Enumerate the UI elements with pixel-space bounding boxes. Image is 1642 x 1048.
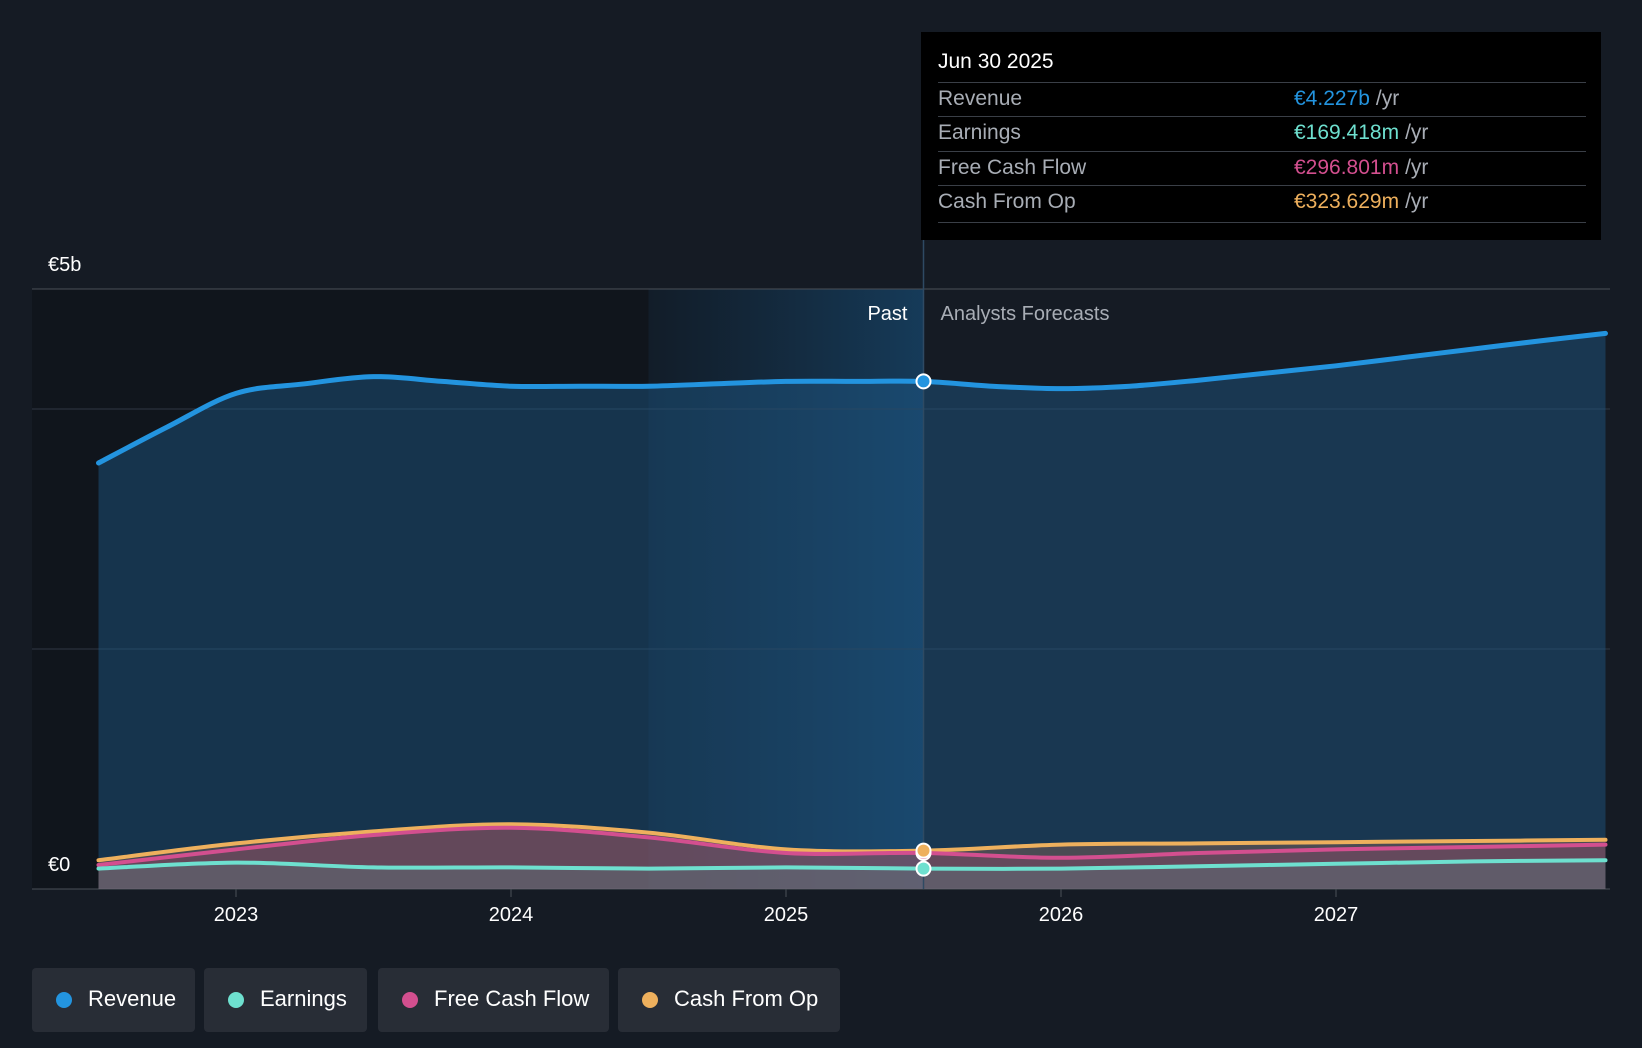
tooltip-divider (938, 222, 1586, 223)
tooltip-value: €296.801m (1294, 156, 1400, 179)
revenue-line (96, 330, 1608, 466)
x-tick-label: 2023 (214, 904, 259, 926)
tooltip-value-container: €169.418m/yr (1294, 121, 1428, 145)
gridlines (32, 288, 1610, 890)
tooltip-label: Earnings (938, 121, 1021, 144)
tooltip-label: Cash From Op (938, 190, 1076, 213)
legend-item-cash-from-op[interactable]: Cash From Op (618, 968, 840, 1032)
tooltip-value-container: €323.629m/yr (1294, 190, 1428, 214)
legend-label: Revenue (88, 986, 177, 1011)
tooltip-unit: /yr (1405, 156, 1429, 179)
revenue-area (98, 333, 1606, 889)
tooltip-row-earnings: Earnings €169.418m/yr (938, 116, 1586, 151)
legend-label: Cash From Op (674, 986, 819, 1011)
tooltip-label: Free Cash Flow (938, 156, 1087, 179)
tooltip-value: €4.227b (1294, 87, 1370, 110)
y-axis-top-label: €5b (48, 254, 81, 276)
series-areas (98, 333, 1606, 889)
legend-dot (402, 992, 418, 1008)
tooltip-row-free-cash-flow: Free Cash Flow €296.801m/yr (938, 151, 1586, 186)
free-cash-flow-area (98, 827, 1606, 889)
x-tick-label: 2025 (764, 904, 809, 926)
past-highlight-region (648, 289, 924, 889)
free-cash-flow-line (96, 825, 1608, 867)
tooltip-value-container: €296.801m/yr (1294, 156, 1428, 180)
cash-from-op-area (98, 824, 1606, 889)
tooltip-row-cash-from-op: Cash From Op €323.629m/yr (938, 185, 1586, 220)
tooltip-unit: /yr (1405, 190, 1429, 213)
tooltip-unit: /yr (1405, 121, 1429, 144)
tooltip-value: €169.418m (1294, 121, 1400, 144)
series-lines (96, 330, 1608, 871)
y-axis-bottom-label: €0 (48, 854, 70, 876)
tooltip-date: Jun 30 2025 (938, 50, 1054, 73)
cash-from-op-marker (915, 842, 932, 859)
legend-dot (56, 992, 72, 1008)
tooltip-value-container: €4.227b/yr (1294, 87, 1399, 111)
legend-dot (642, 992, 658, 1008)
x-tick-label: 2024 (489, 904, 534, 926)
legend-item-revenue[interactable]: Revenue (32, 968, 195, 1032)
x-tick-label: 2026 (1039, 904, 1084, 926)
revenue-marker (915, 373, 932, 390)
tooltip-row-revenue: Revenue €4.227b/yr (938, 82, 1586, 117)
earnings-line (96, 858, 1608, 871)
hover-markers[interactable] (915, 373, 932, 877)
forecast-label: Analysts Forecasts (941, 303, 1110, 325)
legend-item-earnings[interactable]: Earnings (204, 968, 367, 1032)
legend-dot (228, 992, 244, 1008)
x-axis: 2023 2024 2025 2026 2027 (214, 889, 1359, 926)
legend-label: Earnings (260, 986, 347, 1011)
tooltip: Jun 30 2025 Revenue €4.227b/yr Earnings … (921, 32, 1601, 240)
tooltip-unit: /yr (1375, 87, 1400, 110)
cash-from-op-line (96, 822, 1608, 863)
past-label: Past (867, 303, 907, 325)
earnings-marker (915, 860, 932, 877)
legend-item-free-cash-flow[interactable]: Free Cash Flow (378, 968, 609, 1032)
tooltip-label: Revenue (938, 87, 1023, 110)
legend-label: Free Cash Flow (434, 986, 590, 1011)
tooltip-value: €323.629m (1294, 190, 1400, 213)
x-tick-label: 2027 (1314, 904, 1359, 926)
